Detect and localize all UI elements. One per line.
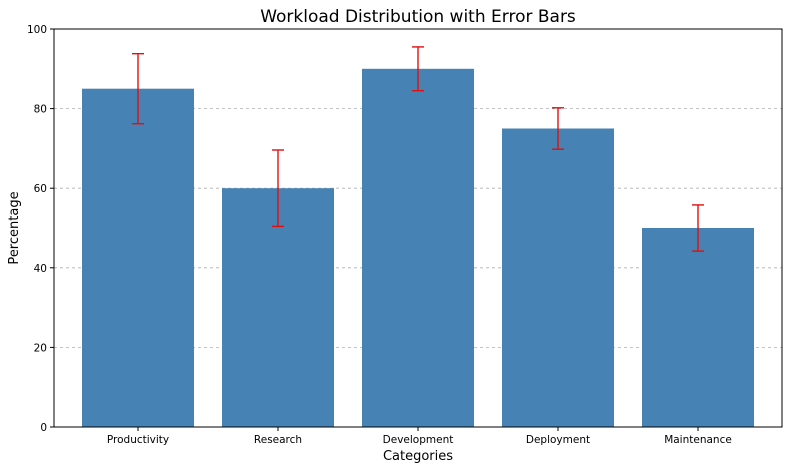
y-tick-label: 40 [34, 263, 47, 275]
error-bar [552, 107, 564, 150]
x-tick-label: Development [383, 434, 454, 446]
x-tick-label: Research [254, 434, 302, 446]
y-axis-label: Percentage [7, 191, 22, 264]
y-tick-label: 80 [34, 104, 47, 116]
x-tick-label: Productivity [107, 434, 169, 446]
error-bar [692, 204, 704, 252]
y-axis-ticks: 0 20 40 60 80 100 [27, 24, 54, 434]
y-tick-label: 100 [27, 24, 47, 36]
x-tick-label: Maintenance [664, 434, 732, 446]
y-tick-label: 20 [34, 342, 47, 354]
y-tick-label: 0 [40, 422, 47, 434]
bar [362, 68, 474, 428]
chart-title: Workload Distribution with Error Bars [260, 7, 576, 27]
x-axis-ticks: Productivity Research Development Deploymen… [107, 427, 732, 446]
error-bar [412, 46, 424, 92]
bar [222, 188, 334, 427]
x-axis-label: Categories [383, 449, 453, 464]
bar [642, 228, 754, 427]
x-tick-label: Deployment [526, 434, 590, 446]
error-bars [132, 46, 704, 252]
y-tick-label: 60 [34, 183, 47, 195]
bars [82, 68, 754, 428]
bar [502, 128, 614, 427]
bar [82, 88, 194, 427]
error-bar [272, 149, 284, 228]
error-bar [132, 52, 144, 125]
